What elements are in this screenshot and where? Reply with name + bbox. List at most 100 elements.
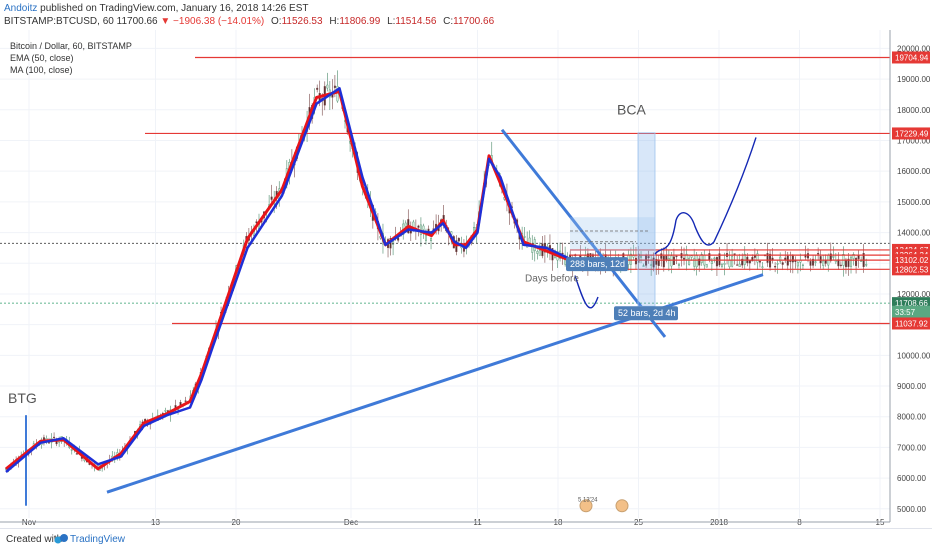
price-chart[interactable]: BTG BCA Days before 288 bars, 12d 52 bars, 2… (0, 30, 932, 528)
candle-body (665, 255, 668, 260)
y-tick-label: 10000.00 (897, 351, 931, 360)
chart-annotations: BTG BCA Days before 288 bars, 12d 52 bars, 2… (8, 101, 678, 513)
y-tick-label: 14000.00 (897, 229, 931, 238)
candle-body (791, 255, 794, 263)
candle-body (316, 87, 319, 90)
candle-body (804, 254, 807, 258)
legend-ema[interactable]: EMA (50, close) (10, 53, 74, 63)
candle-body (660, 253, 663, 259)
candle-body (708, 253, 711, 261)
candle-body (333, 85, 336, 88)
price-change: ▼ −1906.38 (−14.01%) (160, 16, 265, 27)
low-label: L: (387, 16, 396, 27)
candle-body (718, 253, 721, 266)
bar-range-tag (614, 306, 678, 321)
price-label-box (892, 317, 930, 330)
tradingview-brand-link[interactable]: TradingView (70, 534, 126, 545)
price-label-box (892, 254, 930, 267)
candle-body (70, 449, 73, 451)
candle-body (538, 250, 541, 256)
candle-body (756, 253, 759, 263)
y-tick-label: 20000.00 (897, 44, 931, 53)
candle-body (728, 260, 731, 268)
candle-body (857, 255, 860, 260)
ma-line (5, 87, 571, 473)
candle-body (809, 261, 812, 266)
price-label: 11708.66 (895, 299, 928, 308)
y-tick-label: 17000.00 (897, 136, 931, 145)
forecast-path (574, 137, 757, 309)
candle-body (829, 253, 832, 262)
y-tick-label: 7000.00 (897, 443, 926, 452)
candle-body (326, 84, 329, 89)
chart-footer: Created with TradingView (0, 528, 932, 551)
author-link[interactable]: Andoitz (4, 3, 38, 14)
candle-body (796, 262, 799, 267)
high-value: 11806.99 (339, 16, 381, 27)
candle-body (710, 261, 713, 264)
candle-body (184, 400, 187, 402)
candle-body (685, 253, 688, 260)
chart-axes: 5000.00 6000.00 7000.00 8000.00 9000.00 10000… (0, 30, 931, 527)
candle-body (457, 238, 460, 242)
candle-body (852, 254, 855, 259)
days-before-label: Days before (525, 274, 579, 285)
candle-body (693, 258, 696, 267)
candle-body (731, 256, 734, 267)
chart-grid (0, 30, 890, 518)
price-label: 17229.49 (895, 129, 929, 138)
candle-body (776, 263, 779, 265)
candle-body (751, 256, 754, 262)
ohlc-line: BITSTAMP:BTCUSD, 60 11700.66 ▼ −1906.38 … (4, 16, 494, 27)
candle-body (865, 264, 868, 266)
price-label-box (892, 127, 930, 140)
candle-body (667, 258, 670, 262)
candle-body (822, 260, 825, 266)
candle-body (688, 257, 691, 265)
chart-legend: Bitcoin / Dollar, 60, BITSTAMP EMA (50, … (10, 40, 132, 76)
candle-body (855, 257, 858, 266)
candle-body (832, 256, 835, 258)
candle-body (715, 256, 718, 267)
candle-body (650, 264, 653, 266)
created-with-text: Created with (6, 534, 63, 545)
price-label: 13102.02 (895, 256, 929, 265)
bar-range-text: 288 bars, 12d (570, 259, 625, 269)
y-tick-label: 18000.00 (897, 106, 931, 115)
candle-body (672, 256, 675, 265)
price-label: 12802.53 (895, 265, 929, 274)
events-flag-icon (579, 499, 593, 513)
candle-body (632, 255, 635, 258)
candle-body (713, 257, 716, 259)
candle-body (812, 258, 815, 266)
candle-body (774, 266, 777, 268)
chart-header: Andoitz published on TradingView.com, Ja… (0, 0, 932, 30)
candle-body (662, 255, 665, 268)
legend-ma[interactable]: MA (100, close) (10, 65, 73, 75)
candle-body (430, 238, 433, 242)
y-tick-label: 6000.00 (897, 474, 926, 483)
candle-body (462, 247, 465, 252)
candle-body (860, 260, 863, 262)
candle-body (675, 255, 678, 258)
candle-body (736, 264, 739, 266)
candle-body (164, 410, 167, 412)
candle-body (652, 257, 655, 268)
candle-body (700, 254, 703, 263)
candle-body (758, 261, 761, 263)
close-label: C: (443, 16, 454, 27)
candle-body (753, 255, 756, 258)
bar-range-text: 52 bars, 2d 4h (618, 308, 676, 318)
candle-body (48, 442, 51, 444)
candle-body (53, 436, 56, 439)
price-label: 11037.92 (895, 319, 928, 328)
publish-line: Andoitz published on TradingView.com, Ja… (4, 3, 308, 14)
candle-body (422, 225, 425, 230)
candle-body (807, 253, 810, 259)
event-time-label: 5 13'24 (578, 498, 598, 504)
date-range-box (570, 217, 655, 251)
candle-body (642, 265, 645, 267)
candle-body (417, 225, 420, 228)
candle-body (847, 258, 850, 267)
candle-body (761, 266, 764, 268)
